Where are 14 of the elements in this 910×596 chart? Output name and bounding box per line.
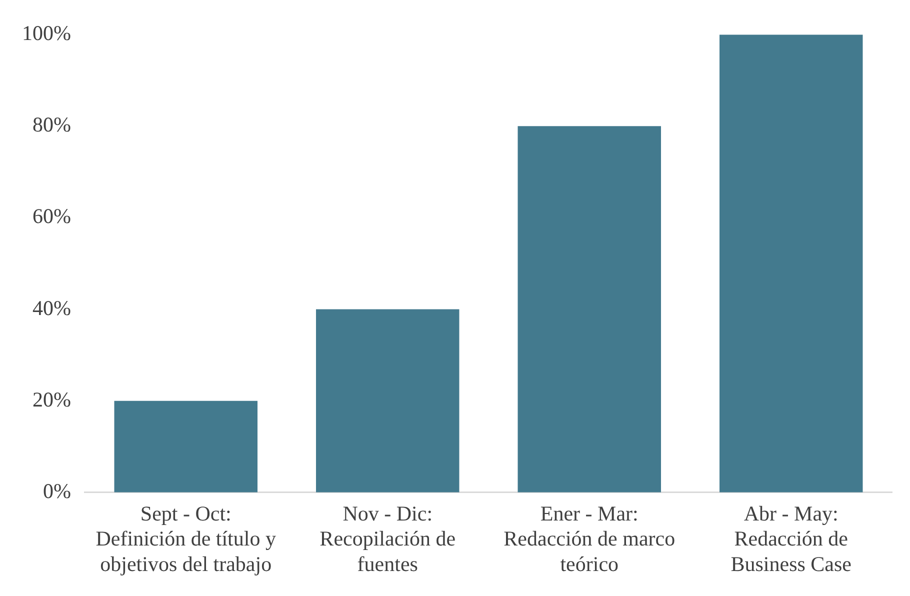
y-tick-label: 60%	[32, 204, 71, 228]
y-tick-label: 100%	[22, 21, 71, 46]
y-tick-label: 20%	[32, 387, 71, 412]
y-tick-label: 40%	[32, 296, 71, 320]
y-tick-label: 0%	[42, 478, 71, 503]
x-tick-label: Abr - May: Redacción de Business Case	[730, 502, 852, 576]
x-tick-label: Ener - Mar: Redacción de marco teórico	[504, 502, 676, 576]
x-tick-label: Nov - Dic: Recopilación de fuentes	[320, 502, 456, 576]
bar	[316, 309, 460, 492]
y-tick-label: 80%	[32, 112, 71, 137]
bar	[114, 400, 258, 492]
bar	[518, 126, 661, 492]
x-tick-label: Sept - Oct: Definición de título y objetivos del trabajo	[96, 502, 276, 576]
bar	[720, 34, 863, 492]
